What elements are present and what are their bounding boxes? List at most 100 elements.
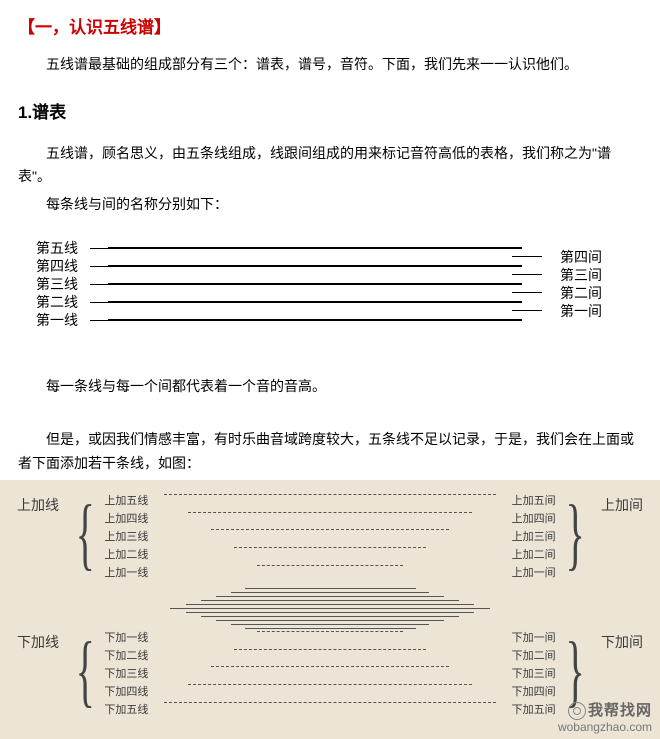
ledger-dash-line bbox=[211, 666, 449, 681]
ledger-dash-line bbox=[257, 565, 403, 580]
ledger-dash-line bbox=[234, 649, 426, 664]
ledger-item: 下加一间 bbox=[500, 631, 556, 645]
ledger-item-label: 上加一间 bbox=[500, 564, 556, 583]
ledger-item: 下加二间 bbox=[500, 649, 556, 663]
ledger-solid-line bbox=[216, 620, 444, 621]
ledger-item-label: 下加一间 bbox=[500, 629, 556, 648]
staff-line bbox=[108, 319, 522, 321]
ledger-item: 上加四线 bbox=[104, 512, 160, 526]
ledger-item-label: 上加三线 bbox=[104, 528, 160, 547]
ledger-item: 上加五线 bbox=[104, 494, 160, 508]
ledger-solid-line bbox=[186, 612, 475, 613]
connector-line bbox=[512, 256, 542, 257]
ledger-lines-diagram: 上加线{上加五线上加四线上加三线上加二线上加一线上加五间上加四间上加三间上加二间… bbox=[0, 480, 660, 739]
ledger-item-label: 下加五线 bbox=[104, 701, 160, 720]
ledger-center-solid-staff bbox=[10, 586, 650, 631]
ledger-solid-line bbox=[170, 608, 489, 609]
ledger-group: 下加线{下加一线下加二线下加三线下加四线下加五线下加一间下加二间下加三间下加四间… bbox=[10, 631, 650, 717]
ledger-item: 下加四线 bbox=[104, 685, 160, 699]
staff-space-label: 第一间 bbox=[560, 300, 602, 324]
brace-icon: { bbox=[565, 494, 584, 580]
ledger-solid-line bbox=[186, 604, 475, 605]
ledger-item-label: 上加五线 bbox=[104, 492, 160, 511]
watermark-url: wobangzhao.com bbox=[558, 720, 652, 734]
ledger-item: 下加二线 bbox=[104, 649, 160, 663]
ledger-item-label: 下加二间 bbox=[500, 647, 556, 666]
ledger-dash-line bbox=[188, 684, 473, 699]
ledger-side-label-left: 上加线 bbox=[10, 494, 66, 580]
intro-paragraph: 五线谱最基础的组成部分有三个：谱表，谱号，音符。下面，我们先来一一认识他们。 bbox=[18, 53, 642, 77]
paragraph-1: 五线谱，顾名思义，由五条线组成，线跟间组成的用来标记音符高低的表格，我们称之为"… bbox=[18, 142, 642, 190]
ledger-list-left: 下加一线下加二线下加三线下加四线下加五线 bbox=[104, 631, 160, 717]
ledger-item: 下加三间 bbox=[500, 667, 556, 681]
ledger-item: 上加一线 bbox=[104, 566, 160, 580]
magnifier-icon bbox=[568, 702, 586, 720]
ledger-solid-line bbox=[216, 596, 444, 597]
ledger-item-label: 上加二间 bbox=[500, 546, 556, 565]
ledger-item: 下加五间 bbox=[500, 703, 556, 717]
ledger-solid-line bbox=[231, 592, 429, 593]
ledger-item: 上加二线 bbox=[104, 548, 160, 562]
ledger-item: 上加三间 bbox=[500, 530, 556, 544]
ledger-item-label: 下加一线 bbox=[104, 629, 160, 648]
ledger-item-label: 上加四线 bbox=[104, 510, 160, 529]
ledger-side-label-right: 上加间 bbox=[594, 494, 650, 580]
ledger-item: 下加五线 bbox=[104, 703, 160, 717]
paragraph-3: 每一条线与每一个间都代表着一个音的音高。 bbox=[18, 375, 642, 399]
staff-line-label: 第一线 bbox=[36, 309, 78, 333]
ledger-item-label: 上加二线 bbox=[104, 546, 160, 565]
connector-line bbox=[90, 284, 108, 285]
ledger-item: 上加三线 bbox=[104, 530, 160, 544]
ledger-list-right: 下加一间下加二间下加三间下加四间下加五间 bbox=[500, 631, 556, 717]
ledger-list-left: 上加五线上加四线上加三线上加二线上加一线 bbox=[104, 494, 160, 580]
ledger-item-label: 下加四线 bbox=[104, 683, 160, 702]
ledger-dash-line bbox=[164, 494, 495, 509]
ledger-item: 下加一线 bbox=[104, 631, 160, 645]
paragraph-4: 但是，或因我们情感丰富，有时乐曲音域跨度较大，五条线不足以记录，于是，我们会在上… bbox=[18, 428, 642, 476]
connector-line bbox=[90, 320, 108, 321]
ledger-solid-line bbox=[245, 628, 416, 629]
ledger-list-right: 上加五间上加四间上加三间上加二间上加一间 bbox=[500, 494, 556, 580]
ledger-item: 下加四间 bbox=[500, 685, 556, 699]
ledger-item: 上加一间 bbox=[500, 566, 556, 580]
watermark-cn: 我帮找网 bbox=[588, 702, 652, 719]
staff-line bbox=[108, 301, 522, 303]
ledger-item-label: 上加四间 bbox=[500, 510, 556, 529]
staff-diagram: 第五线第四线第三线第二线第一线第四间第三间第二间第一间 bbox=[18, 227, 642, 357]
ledger-solid-line bbox=[201, 600, 459, 601]
staff-line bbox=[108, 265, 522, 267]
staff-line bbox=[108, 247, 522, 249]
ledger-item: 上加二间 bbox=[500, 548, 556, 562]
ledger-dash-line bbox=[211, 529, 449, 544]
ledger-item: 上加四间 bbox=[500, 512, 556, 526]
ledger-item: 上加五间 bbox=[500, 494, 556, 508]
connector-line bbox=[90, 248, 108, 249]
ledger-item-label: 上加一线 bbox=[104, 564, 160, 583]
ledger-solid-line bbox=[245, 588, 416, 589]
ledger-item-label: 上加三间 bbox=[500, 528, 556, 547]
staff-line bbox=[108, 283, 522, 285]
ledger-dash-line bbox=[257, 631, 403, 646]
ledger-solid-line bbox=[201, 616, 459, 617]
heading-stave: 1.谱表 bbox=[18, 99, 642, 128]
connector-line bbox=[512, 274, 542, 275]
ledger-item-label: 下加五间 bbox=[500, 701, 556, 720]
ledger-group: 上加线{上加五线上加四线上加三线上加二线上加一线上加五间上加四间上加三间上加二间… bbox=[10, 494, 650, 580]
ledger-center-dashes bbox=[160, 494, 499, 580]
ledger-center-dashes bbox=[160, 631, 499, 717]
section-title: 【一，认识五线谱】 bbox=[18, 14, 642, 43]
ledger-item-label: 下加三间 bbox=[500, 665, 556, 684]
connector-line bbox=[90, 266, 108, 267]
ledger-side-label-left: 下加线 bbox=[10, 631, 66, 717]
ledger-solid-line bbox=[231, 624, 429, 625]
connector-line bbox=[512, 292, 542, 293]
watermark: 我帮找网 wobangzhao.com bbox=[558, 702, 652, 735]
ledger-item-label: 上加五间 bbox=[500, 492, 556, 511]
ledger-item-label: 下加三线 bbox=[104, 665, 160, 684]
ledger-item-label: 下加二线 bbox=[104, 647, 160, 666]
brace-icon: { bbox=[76, 631, 95, 717]
ledger-item: 下加三线 bbox=[104, 667, 160, 681]
ledger-item-label: 下加四间 bbox=[500, 683, 556, 702]
ledger-dash-line bbox=[164, 702, 495, 717]
brace-icon: { bbox=[76, 494, 95, 580]
